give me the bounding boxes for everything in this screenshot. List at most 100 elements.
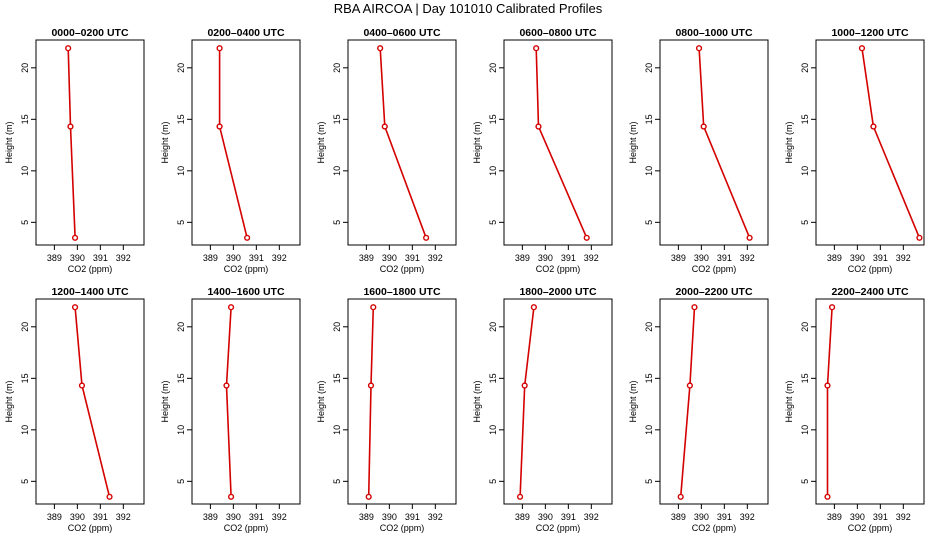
- y-tick-label: 15: [20, 114, 30, 124]
- x-tick-label: 389: [203, 512, 218, 522]
- data-point: [686, 382, 693, 389]
- y-tick-label: 10: [176, 425, 186, 435]
- x-tick-label: 392: [116, 512, 131, 522]
- y-tick-label: 10: [644, 425, 654, 435]
- panel-title: 1400–1600 UTC: [207, 286, 284, 298]
- data-point: [533, 45, 540, 52]
- data-point: [71, 234, 79, 241]
- y-tick-label: 20: [20, 322, 30, 332]
- data-point: [67, 123, 74, 130]
- panel-title: 2000–2200 UTC: [675, 286, 752, 298]
- x-axis-label: CO2 (ppm): [536, 264, 581, 274]
- y-tick-label: 20: [332, 322, 342, 332]
- y-tick-label: 5: [800, 479, 810, 484]
- y-axis-label: Height (m): [628, 121, 638, 163]
- plot-frame: [35, 39, 145, 246]
- data-point: [521, 382, 528, 389]
- plot-frame: [191, 39, 301, 246]
- y-tick-label: 20: [20, 63, 30, 73]
- data-point: [828, 304, 836, 311]
- y-tick-label: 10: [644, 166, 654, 176]
- data-point: [216, 45, 223, 52]
- x-tick-label: 391: [249, 253, 264, 263]
- x-tick-label: 392: [584, 512, 599, 522]
- data-point: [71, 304, 79, 311]
- y-axis-label: Height (m): [160, 121, 170, 163]
- profile-line: [379, 48, 427, 239]
- x-tick-label: 391: [873, 512, 888, 522]
- y-axis-label: Height (m): [4, 121, 14, 163]
- y-tick-label: 15: [176, 114, 186, 124]
- data-point: [65, 45, 72, 52]
- x-tick-label: 389: [359, 253, 374, 263]
- y-axis-label: Height (m): [784, 121, 794, 163]
- x-tick-label: 390: [382, 512, 397, 522]
- y-tick-label: 20: [800, 63, 810, 73]
- x-tick-label: 392: [116, 253, 131, 263]
- panel-title: 0800–1000 UTC: [675, 27, 752, 39]
- data-point: [691, 304, 698, 311]
- x-tick-label: 392: [740, 253, 755, 263]
- data-point: [106, 493, 113, 500]
- x-tick-label: 390: [694, 512, 709, 522]
- data-point: [916, 234, 923, 241]
- y-tick-label: 20: [332, 63, 342, 73]
- profile-line: [67, 48, 76, 238]
- y-tick-label: 15: [800, 373, 810, 383]
- x-tick-label: 392: [896, 512, 911, 522]
- y-tick-label: 15: [488, 114, 498, 124]
- y-tick-label: 20: [488, 63, 498, 73]
- y-axis-label: Height (m): [4, 380, 14, 422]
- panel-title: 1200–1400 UTC: [51, 286, 128, 298]
- y-tick-label: 15: [20, 373, 30, 383]
- data-point: [423, 234, 430, 241]
- y-tick-label: 10: [332, 425, 342, 435]
- x-tick-label: 390: [226, 512, 241, 522]
- y-tick-label: 20: [176, 63, 186, 73]
- y-tick-label: 20: [644, 63, 654, 73]
- y-tick-label: 10: [800, 425, 810, 435]
- x-tick-label: 392: [740, 512, 755, 522]
- x-tick-label: 391: [405, 253, 420, 263]
- y-tick-label: 10: [332, 166, 342, 176]
- data-point: [870, 123, 877, 130]
- x-axis-label: CO2 (ppm): [692, 264, 737, 274]
- x-tick-label: 391: [249, 512, 264, 522]
- plot-frame: [815, 298, 925, 505]
- data-point: [700, 123, 707, 130]
- y-axis-label: Height (m): [472, 121, 482, 163]
- panel-title: 2200–2400 UTC: [831, 286, 908, 298]
- y-axis-label: Height (m): [160, 380, 170, 422]
- panel-title: 1800–2000 UTC: [519, 286, 596, 298]
- y-tick-label: 15: [176, 373, 186, 383]
- profile-line: [218, 48, 248, 238]
- profile-line: [679, 307, 696, 497]
- x-axis-label: CO2 (ppm): [380, 523, 425, 533]
- x-tick-label: 389: [827, 512, 842, 522]
- x-axis-label: CO2 (ppm): [224, 523, 269, 533]
- x-tick-label: 391: [561, 512, 576, 522]
- data-point: [216, 123, 223, 130]
- panel-title: 0400–0600 UTC: [363, 27, 440, 39]
- profile-line: [225, 307, 232, 497]
- x-tick-label: 392: [272, 253, 287, 263]
- x-tick-label: 389: [203, 253, 218, 263]
- y-tick-label: 15: [644, 114, 654, 124]
- y-tick-label: 5: [488, 479, 498, 484]
- y-tick-label: 15: [644, 373, 654, 383]
- data-point: [695, 45, 703, 52]
- data-point: [367, 382, 375, 389]
- plot-frame: [191, 298, 301, 505]
- y-tick-label: 5: [332, 220, 342, 225]
- data-point: [858, 45, 866, 52]
- y-tick-label: 10: [176, 166, 186, 176]
- x-tick-label: 391: [93, 512, 108, 522]
- x-tick-label: 390: [226, 253, 241, 263]
